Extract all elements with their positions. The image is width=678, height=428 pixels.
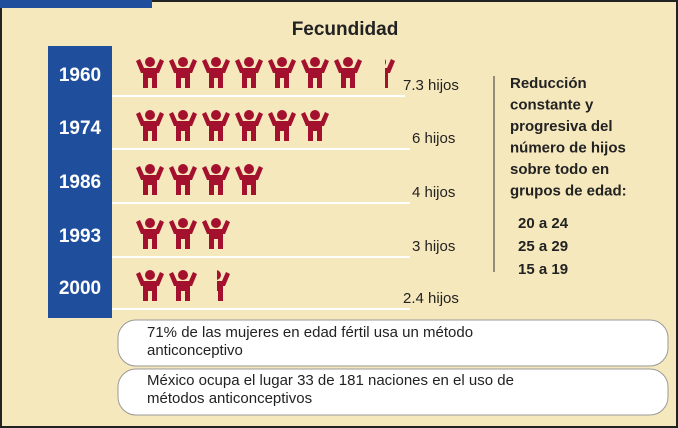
note-line: sobre todo en xyxy=(510,161,609,178)
chart-title: Fecundidad xyxy=(292,19,399,40)
age-group: 15 a 19 xyxy=(518,261,568,278)
icon-row xyxy=(136,270,230,301)
footnote-line: anticonceptivo xyxy=(147,342,243,359)
value-label: 7.3 hijos xyxy=(403,77,459,94)
year-label: 1993 xyxy=(59,226,101,247)
year-band xyxy=(48,46,112,318)
year-label: 1986 xyxy=(59,172,101,193)
note-line: progresiva del xyxy=(510,118,613,135)
note-line: Reducción xyxy=(510,75,587,92)
footnote-line: métodos anticonceptivos xyxy=(147,390,312,407)
icon-row xyxy=(136,164,263,195)
value-label: 3 hijos xyxy=(412,238,455,255)
value-label: 2.4 hijos xyxy=(403,290,459,307)
year-label: 1974 xyxy=(59,118,102,139)
footnote-line: 71% de las mujeres en edad fértil usa un… xyxy=(147,324,473,341)
note-line: grupos de edad: xyxy=(510,182,627,199)
note-line: constante y xyxy=(510,96,594,113)
age-group: 20 a 24 xyxy=(518,215,569,232)
value-label: 4 hijos xyxy=(412,184,455,201)
footnote-box xyxy=(117,368,669,416)
note-line: número de hijos xyxy=(510,139,626,156)
year-label: 1960 xyxy=(59,65,101,86)
year-label: 2000 xyxy=(59,278,101,299)
footnote-line: México ocupa el lugar 33 de 181 naciones… xyxy=(147,372,514,389)
icon-row xyxy=(136,110,329,141)
icon-row xyxy=(136,218,230,249)
age-group: 25 a 29 xyxy=(518,238,568,255)
corner-tab xyxy=(0,0,152,8)
value-label: 6 hijos xyxy=(412,130,455,147)
icon-row xyxy=(136,57,395,88)
footnote-box xyxy=(117,319,669,367)
